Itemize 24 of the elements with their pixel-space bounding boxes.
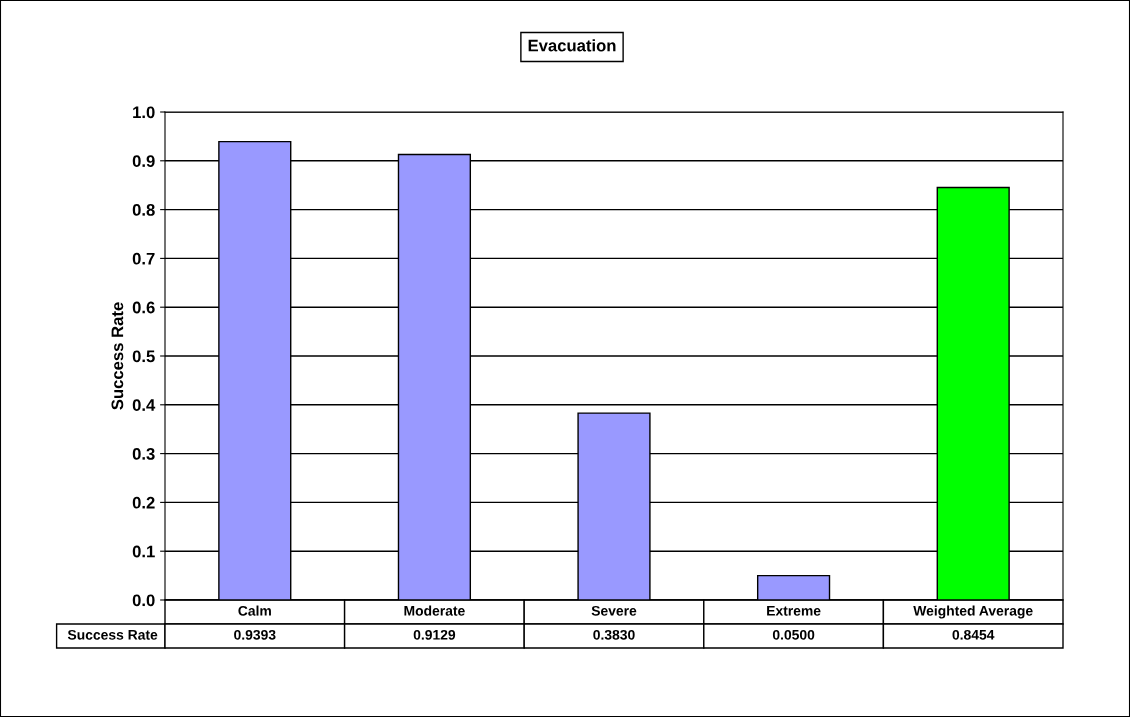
data-label: 0.0500 xyxy=(772,629,815,640)
x-tick-label: Extreme xyxy=(767,606,821,616)
data-label: 0.8454 xyxy=(952,629,995,640)
y-tick-label: 0.1 xyxy=(132,545,155,558)
data-label: 0.9129 xyxy=(413,629,456,640)
x-tick-label: Weighted Average xyxy=(913,605,1033,619)
y-tick-label: 0.5 xyxy=(132,350,155,363)
data-label: 0.3830 xyxy=(593,629,635,640)
y-tick-label: 0.3 xyxy=(132,448,155,460)
y-axis-title: Success Rate xyxy=(111,302,124,410)
y-tick-label: 0.2 xyxy=(132,496,155,509)
chart-title: Evacuation xyxy=(528,39,616,52)
y-tick-label: 0.6 xyxy=(132,301,155,314)
x-tick-label: Calm xyxy=(238,605,271,616)
y-tick-label: 0.4 xyxy=(132,399,156,411)
x-tick-label: Moderate xyxy=(404,605,465,616)
y-tick-label: 1.0 xyxy=(133,106,155,119)
y-tick-label: 0.9 xyxy=(132,155,155,167)
y-tick-label: 0.7 xyxy=(132,252,155,265)
y-tick-label: 0.8 xyxy=(132,204,155,216)
data-label: 0.9393 xyxy=(234,629,276,640)
x-tick-label: Severe xyxy=(591,605,637,616)
y-tick-label: 0.0 xyxy=(132,594,155,607)
text: Success Rate xyxy=(67,629,158,640)
